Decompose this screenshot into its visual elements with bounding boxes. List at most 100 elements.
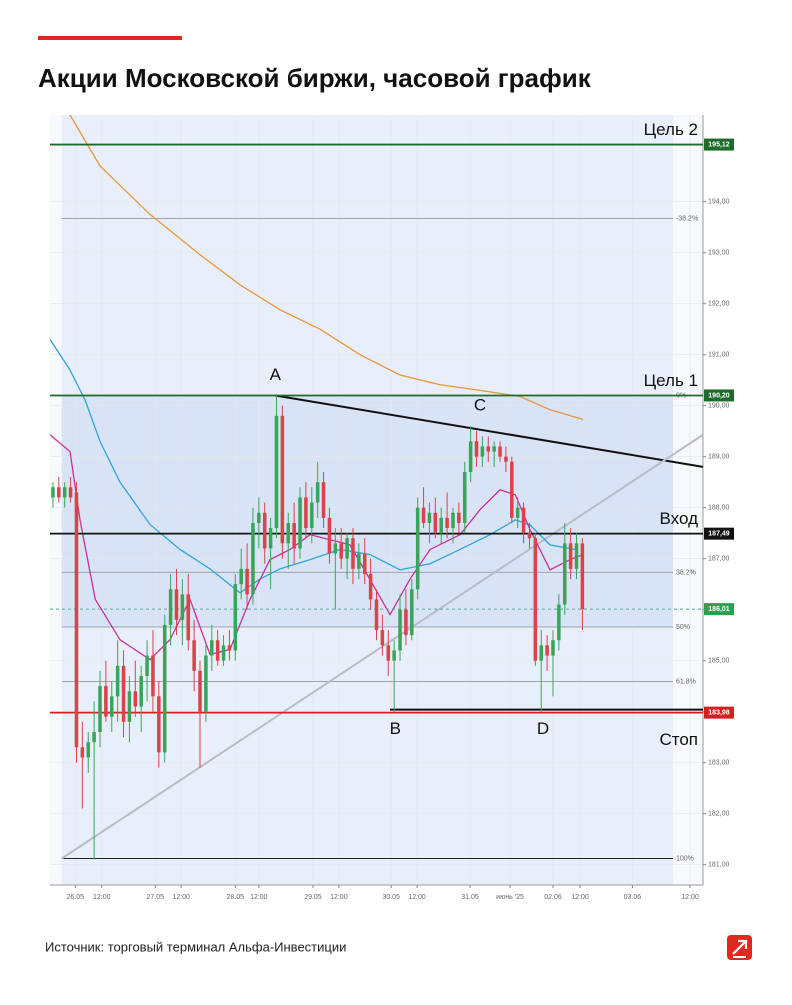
candle-body	[251, 522, 255, 595]
fib-label: 100%	[676, 855, 694, 862]
level-name: Вход	[660, 509, 699, 528]
candle-body	[292, 522, 296, 549]
x-tick-label: 26.05	[67, 894, 85, 901]
price-tag	[704, 527, 734, 540]
x-tick-label: 28.05	[227, 894, 245, 901]
price-tag-label: 186,01	[708, 606, 730, 613]
candle-body	[139, 675, 143, 707]
candle-body	[204, 655, 208, 712]
accent-bar	[38, 36, 182, 40]
candle-body	[498, 446, 502, 457]
y-tick-label: 190,00	[708, 403, 730, 410]
candle-body	[168, 589, 173, 625]
candle-body	[504, 456, 508, 462]
x-tick-label: июнь '25	[496, 894, 524, 901]
candle-body	[298, 497, 302, 549]
candle-body	[451, 512, 455, 529]
candle-body	[562, 543, 567, 605]
candle-body	[415, 507, 420, 590]
candle-body	[527, 533, 532, 539]
y-tick-label: 188,00	[708, 504, 730, 511]
candle-body	[186, 594, 191, 641]
candle-body	[233, 584, 238, 651]
candle-body	[515, 507, 520, 518]
x-tick-label: 03.06	[624, 894, 642, 901]
candle-body	[104, 686, 108, 717]
candle-body	[315, 482, 320, 503]
plot: 181,00182,00183,00184,00185,00186,00187,…	[49, 114, 734, 901]
candle-body	[427, 512, 432, 523]
candle-body	[221, 645, 226, 661]
candle-body	[410, 589, 414, 636]
x-tick-label: 12:00	[250, 894, 268, 901]
point-label: B	[390, 719, 401, 738]
x-tick-label: 02.06	[544, 894, 562, 901]
candle-body	[304, 497, 308, 529]
candle-body	[80, 747, 85, 758]
y-tick-label: 191,00	[708, 352, 730, 359]
candle-body	[333, 543, 338, 554]
candle-body	[368, 573, 373, 600]
candle-body	[268, 528, 273, 549]
candle-body	[145, 655, 149, 676]
candle-body	[480, 446, 485, 457]
price-tag-label: 190,20	[708, 392, 730, 399]
candle-body	[557, 604, 561, 641]
candle-body	[115, 665, 120, 697]
candle-body	[433, 512, 438, 534]
price-tag	[704, 603, 734, 616]
y-tick-label: 194,00	[708, 199, 730, 206]
candle-body	[280, 415, 285, 544]
candle-body	[445, 517, 449, 529]
y-tick-label: 193,00	[708, 250, 730, 257]
candle-body	[351, 538, 355, 569]
fib-zone-core	[61, 395, 673, 627]
candle-body	[74, 492, 79, 748]
y-tick-label: 192,00	[708, 301, 730, 308]
trend-line	[275, 394, 704, 468]
candle-body	[121, 665, 126, 722]
candle-body	[521, 507, 526, 534]
fib-label: 50%	[676, 624, 690, 631]
candle-body	[133, 691, 138, 707]
candle-body	[492, 446, 496, 452]
candle-body	[398, 609, 402, 651]
x-tick-label: 12:00	[571, 894, 589, 901]
candle-body	[92, 732, 96, 743]
logo	[727, 935, 752, 960]
price-tag	[704, 706, 734, 719]
fib-label: -38.2%	[676, 215, 698, 222]
source: Источник: торговый терминал Альфа-Инвест…	[45, 939, 346, 954]
candle-body	[474, 441, 479, 457]
point-label: A	[270, 365, 282, 384]
y-tick-label: 182,00	[708, 810, 730, 817]
y-tick-label: 189,00	[708, 453, 730, 460]
candle-body	[174, 589, 179, 620]
candle-body	[51, 487, 55, 498]
candle-body	[57, 487, 61, 498]
candle-body	[245, 568, 249, 595]
candle-body	[345, 538, 349, 559]
candle-body	[257, 512, 261, 523]
y-tick-label: 183,00	[708, 759, 730, 766]
candle-body	[192, 640, 196, 671]
candle-body	[274, 415, 279, 529]
x-tick-label: 29.05	[304, 894, 322, 901]
price-tag-label: 183,98	[708, 709, 730, 716]
candle-body	[127, 691, 132, 722]
candle-body	[198, 670, 202, 712]
price-tag	[704, 138, 734, 151]
candle-body	[574, 543, 579, 569]
candle-body	[327, 517, 332, 554]
candle-body	[180, 594, 185, 620]
price-tag-label: 187,49	[708, 530, 730, 537]
candle-body	[545, 645, 549, 656]
candle-body	[386, 645, 391, 661]
candle-body	[357, 553, 361, 569]
candle-body	[510, 461, 514, 518]
candle-body	[210, 640, 214, 656]
x-tick-label: 31.05	[461, 894, 479, 901]
candle-body	[239, 568, 243, 585]
point-label: D	[537, 719, 549, 738]
